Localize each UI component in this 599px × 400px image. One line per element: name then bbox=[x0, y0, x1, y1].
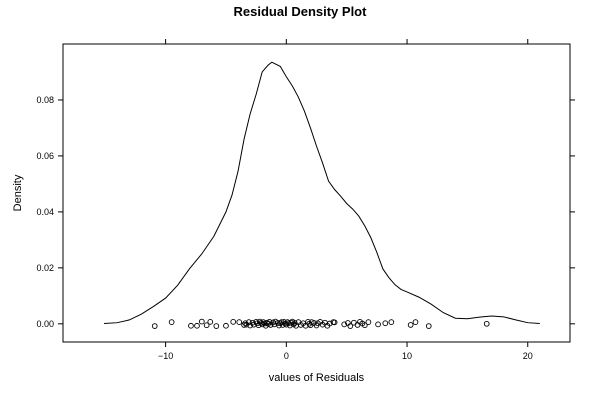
rug-point bbox=[361, 322, 368, 329]
rug-point bbox=[194, 322, 200, 329]
rug-point bbox=[341, 321, 348, 328]
rug-point bbox=[236, 319, 243, 325]
y-tick-label: 0.00 bbox=[36, 319, 54, 329]
rug-point bbox=[308, 319, 315, 325]
rug-point bbox=[287, 322, 293, 329]
y-tick-label: 0.08 bbox=[36, 95, 54, 105]
rug-point bbox=[382, 320, 389, 327]
rug-point bbox=[425, 323, 432, 329]
rug-point bbox=[375, 321, 381, 328]
rug-point bbox=[213, 323, 220, 329]
rug-point bbox=[151, 323, 158, 329]
x-axis-label: values of Residuals bbox=[269, 372, 365, 384]
rug-point bbox=[278, 319, 285, 325]
y-tick-label: 0.02 bbox=[36, 263, 54, 273]
rug-point bbox=[331, 319, 338, 326]
axis-ticks bbox=[58, 39, 575, 347]
rug-points bbox=[151, 318, 490, 329]
rug-point bbox=[168, 319, 175, 325]
rug-point bbox=[242, 320, 249, 327]
x-tick-label: 10 bbox=[402, 351, 412, 361]
y-axis-label: Density bbox=[12, 174, 24, 211]
x-tick-label: 0 bbox=[284, 351, 289, 361]
density-series bbox=[104, 61, 540, 325]
rug-point bbox=[203, 322, 210, 329]
rug-point bbox=[230, 319, 237, 325]
rug-point bbox=[207, 319, 214, 325]
x-tick-label: −10 bbox=[158, 351, 173, 361]
rug-point bbox=[412, 319, 419, 325]
axis-tick-labels: −10 0 10 20 0.00 0.02 0.04 0.06 0.08 bbox=[36, 95, 532, 361]
rug-point bbox=[188, 322, 194, 329]
y-tick-label: 0.06 bbox=[36, 151, 54, 161]
rug-point bbox=[388, 319, 395, 325]
plot-frame bbox=[62, 43, 571, 343]
rug-point bbox=[291, 320, 298, 326]
chart-title: Residual Density Plot bbox=[234, 4, 368, 19]
rug-point bbox=[246, 319, 252, 325]
y-tick-label: 0.04 bbox=[36, 207, 54, 217]
rug-point bbox=[223, 322, 229, 329]
rug-point bbox=[365, 319, 372, 325]
rug-point bbox=[347, 323, 354, 329]
rug-point bbox=[266, 319, 273, 325]
rug-point bbox=[198, 318, 205, 325]
rug-point bbox=[483, 320, 490, 327]
rug-point bbox=[258, 320, 264, 326]
density-line bbox=[104, 61, 540, 325]
rug-point bbox=[407, 322, 414, 328]
x-tick-label: 20 bbox=[523, 351, 533, 361]
